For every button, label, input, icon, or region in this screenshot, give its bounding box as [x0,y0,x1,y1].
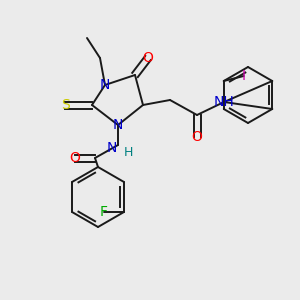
Text: O: O [192,130,203,144]
Text: N: N [113,118,123,132]
Text: S: S [61,98,69,112]
Text: N: N [107,141,117,155]
Text: H: H [123,146,133,158]
Text: I: I [242,69,246,83]
Text: N: N [100,78,110,92]
Text: O: O [142,51,153,65]
Text: F: F [100,205,108,219]
Text: NH: NH [214,95,234,109]
Text: O: O [70,151,80,165]
